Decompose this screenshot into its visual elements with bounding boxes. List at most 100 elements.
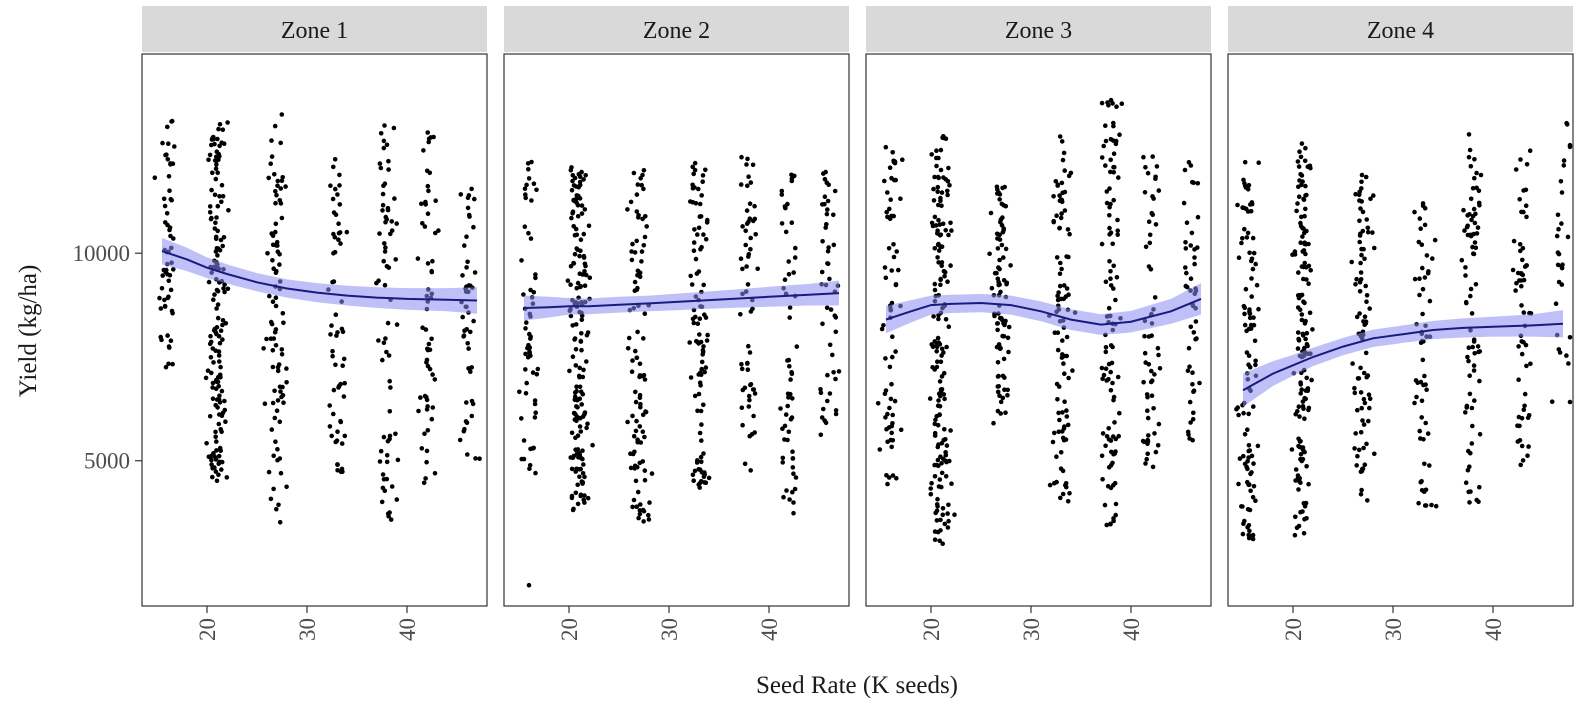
data-point <box>1060 352 1065 357</box>
data-point <box>429 336 434 342</box>
data-point <box>879 326 885 332</box>
data-point <box>938 147 944 153</box>
data-point <box>1299 173 1305 178</box>
data-point <box>1246 353 1252 359</box>
data-point <box>570 209 576 214</box>
data-point <box>636 515 641 521</box>
data-point <box>1559 221 1564 226</box>
data-point <box>789 220 795 225</box>
data-point <box>1472 351 1477 356</box>
data-point <box>883 144 889 150</box>
data-point <box>633 478 639 484</box>
data-point <box>206 279 212 285</box>
data-point <box>743 242 748 248</box>
data-point <box>216 461 221 467</box>
data-point <box>1156 188 1162 193</box>
data-point <box>377 161 383 166</box>
data-point <box>526 230 531 236</box>
data-point <box>341 394 347 399</box>
data-point <box>427 347 433 353</box>
data-point <box>747 350 753 355</box>
data-point <box>1354 276 1359 282</box>
data-point <box>1366 418 1371 424</box>
data-point <box>580 448 585 454</box>
data-point <box>219 413 225 419</box>
data-point <box>335 192 340 197</box>
data-point <box>523 367 528 372</box>
data-point <box>419 446 425 451</box>
data-point <box>1191 410 1196 416</box>
data-point <box>383 245 388 250</box>
data-point <box>1054 454 1059 460</box>
data-point <box>425 183 431 189</box>
data-point <box>1183 246 1189 251</box>
data-point <box>1422 206 1428 211</box>
data-point <box>389 219 395 224</box>
data-point <box>340 363 346 369</box>
data-point <box>830 352 835 358</box>
data-point <box>936 340 942 346</box>
facet-panel-zone-4: Zone 420 30 40 <box>1227 6 1574 641</box>
data-point <box>582 474 587 480</box>
data-point <box>1422 222 1428 228</box>
data-point <box>213 469 219 474</box>
data-point <box>277 520 283 525</box>
data-point <box>702 480 707 485</box>
data-point <box>425 428 431 433</box>
data-point <box>1235 405 1240 410</box>
data-point <box>943 474 949 479</box>
data-point <box>1101 372 1107 378</box>
data-point <box>995 327 1000 333</box>
data-point <box>1358 277 1364 282</box>
data-point <box>1359 252 1364 258</box>
data-point <box>935 457 941 463</box>
data-point <box>569 187 575 193</box>
data-point <box>1245 458 1250 464</box>
data-point <box>275 447 280 452</box>
data-point <box>275 457 280 463</box>
data-point <box>790 449 795 455</box>
data-point <box>1463 410 1468 415</box>
data-point <box>691 478 696 484</box>
data-point <box>934 508 940 514</box>
data-point <box>1064 254 1069 259</box>
data-point <box>700 173 706 178</box>
data-point <box>393 257 399 262</box>
data-point <box>701 282 706 288</box>
data-point <box>526 167 531 172</box>
data-point <box>1469 405 1475 411</box>
data-point <box>218 364 223 370</box>
data-point <box>1107 232 1112 237</box>
data-point <box>1555 212 1561 218</box>
data-point <box>1459 257 1465 263</box>
data-point <box>164 211 170 216</box>
data-point <box>261 346 266 351</box>
data-point <box>523 195 528 201</box>
data-point <box>744 208 750 213</box>
data-point <box>935 403 941 409</box>
data-point <box>748 468 753 473</box>
x-tick-label: 20 <box>557 618 582 641</box>
data-point <box>1559 282 1565 287</box>
data-point <box>1522 391 1528 397</box>
data-point <box>461 428 467 434</box>
data-point <box>1352 385 1357 391</box>
data-point <box>750 306 755 312</box>
data-point <box>217 359 222 364</box>
data-point <box>273 303 279 309</box>
data-point <box>270 364 276 370</box>
data-point <box>468 329 473 335</box>
data-point <box>1185 368 1191 374</box>
data-point <box>276 362 282 367</box>
data-point <box>642 234 648 240</box>
data-point <box>628 465 634 471</box>
data-point <box>1188 420 1193 425</box>
data-point <box>578 237 584 242</box>
data-point <box>748 382 754 387</box>
data-point <box>1062 399 1067 405</box>
data-point <box>1256 306 1261 312</box>
data-point <box>273 189 278 194</box>
data-point <box>946 324 952 330</box>
data-point <box>1058 215 1064 221</box>
data-point <box>1147 232 1153 238</box>
